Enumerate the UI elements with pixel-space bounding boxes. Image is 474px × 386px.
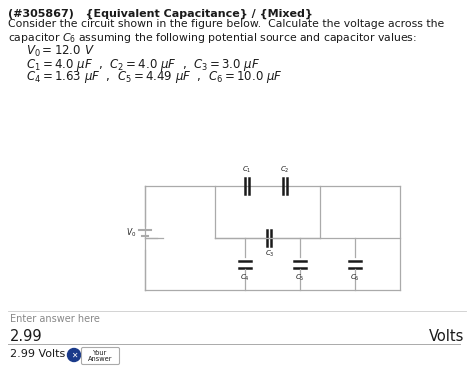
Text: $C_3$: $C_3$ [264, 249, 274, 259]
Text: $C_1 = 4.0\ \mu F$  ,  $C_2 = 4.0\ \mu F$  ,  $C_3 = 3.0\ \mu F$: $C_1 = 4.0\ \mu F$ , $C_2 = 4.0\ \mu F$ … [26, 57, 260, 73]
Text: Volts: Volts [428, 329, 464, 344]
Text: (#305867)   {Equivalent Capacitance} / {Mixed}: (#305867) {Equivalent Capacitance} / {Mi… [8, 8, 312, 19]
Text: $V_0$: $V_0$ [126, 227, 136, 239]
Circle shape [67, 349, 81, 362]
Text: Your
Answer: Your Answer [88, 350, 113, 362]
Text: $C_4$: $C_4$ [240, 273, 250, 283]
Text: $C_1$: $C_1$ [242, 165, 252, 175]
Text: ✕: ✕ [71, 350, 77, 359]
FancyBboxPatch shape [82, 347, 119, 364]
Text: 2.99 Volts: 2.99 Volts [10, 349, 65, 359]
Text: capacitor $C_6$ assuming the following potential source and capacitor values:: capacitor $C_6$ assuming the following p… [8, 31, 417, 45]
Text: $C_5$: $C_5$ [295, 273, 305, 283]
Text: Enter answer here: Enter answer here [10, 314, 100, 324]
Text: 2.99: 2.99 [10, 329, 43, 344]
Text: $C_6$: $C_6$ [350, 273, 360, 283]
Text: $C_2$: $C_2$ [280, 165, 290, 175]
Text: Consider the circuit shown in the figure below.  Calculate the voltage across th: Consider the circuit shown in the figure… [8, 19, 444, 29]
Text: $V_0 = 12.0\ V$: $V_0 = 12.0\ V$ [26, 44, 95, 59]
Text: $C_4 = 1.63\ \mu F$  ,  $C_5 = 4.49\ \mu F$  ,  $C_6 = 10.0\ \mu F$: $C_4 = 1.63\ \mu F$ , $C_5 = 4.49\ \mu F… [26, 69, 283, 85]
